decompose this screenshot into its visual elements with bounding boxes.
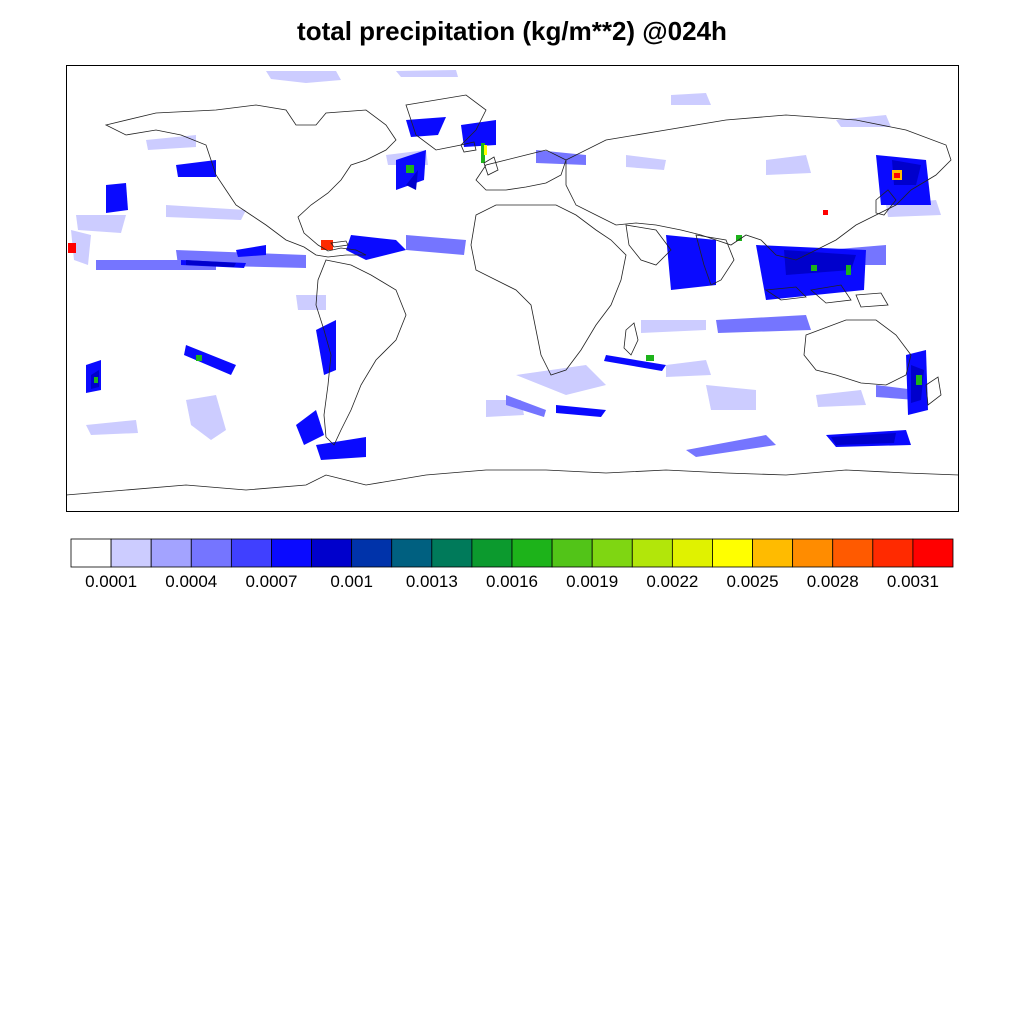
colorbar-swatch <box>110 538 152 568</box>
colorbar <box>70 538 954 568</box>
colorbar-tick-label: 0.0004 <box>165 572 218 591</box>
precip-hot-spots <box>68 145 902 253</box>
map-frame <box>66 65 959 512</box>
colorbar-swatch <box>752 538 794 568</box>
colorbar-swatch <box>631 538 673 568</box>
colorbar-swatch <box>431 538 473 568</box>
colorbar-tick-label: 0.0001 <box>85 572 138 591</box>
colorbar-swatch <box>271 538 312 568</box>
colorbar-tick-label: 0.0025 <box>726 572 779 591</box>
precipitation-field <box>68 70 941 460</box>
colorbar-swatch <box>872 538 914 568</box>
colorbar-swatch <box>832 538 874 568</box>
colorbar-swatch <box>712 538 753 568</box>
colorbar-tick-label: 0.0019 <box>566 572 619 591</box>
colorbar-tick-label: 0.0028 <box>806 572 859 591</box>
precip-light-areas <box>71 70 941 440</box>
colorbar-swatch <box>591 538 633 568</box>
colorbar-swatch <box>391 538 433 568</box>
colorbar-swatch <box>551 538 593 568</box>
colorbar-swatch <box>912 538 954 568</box>
precip-dark-areas <box>91 160 924 445</box>
colorbar-labels: 0.0001 0.0004 0.0007 0.001 0.0013 0.0016 0.001… <box>70 572 954 596</box>
colorbar-swatch <box>792 538 834 568</box>
colorbar-tick-label: 0.0022 <box>646 572 699 591</box>
precip-green-areas <box>94 143 922 385</box>
colorbar-tick-label: 0.0007 <box>245 572 298 591</box>
colorbar-swatch <box>150 538 192 568</box>
colorbar-swatch <box>190 538 232 568</box>
colorbar-tick-label: 0.0016 <box>486 572 538 591</box>
colorbar-swatch <box>511 538 553 568</box>
map-title: total precipitation (kg/m**2) @024h <box>297 16 727 46</box>
precip-medium-areas <box>96 150 916 457</box>
colorbar-swatch <box>471 538 513 568</box>
colorbar-swatch <box>311 538 353 568</box>
colorbar-swatch <box>351 538 393 568</box>
colorbar-swatch <box>70 538 112 568</box>
colorbar-swatch <box>671 538 713 568</box>
colorbar-tick-label: 0.0031 <box>886 572 939 591</box>
colorbar-tick-label: 0.001 <box>330 572 373 591</box>
coastlines <box>66 94 959 496</box>
colorbar-swatch <box>230 538 272 568</box>
colorbar-tick-label: 0.0013 <box>405 572 458 591</box>
precipitation-map <box>66 65 959 512</box>
